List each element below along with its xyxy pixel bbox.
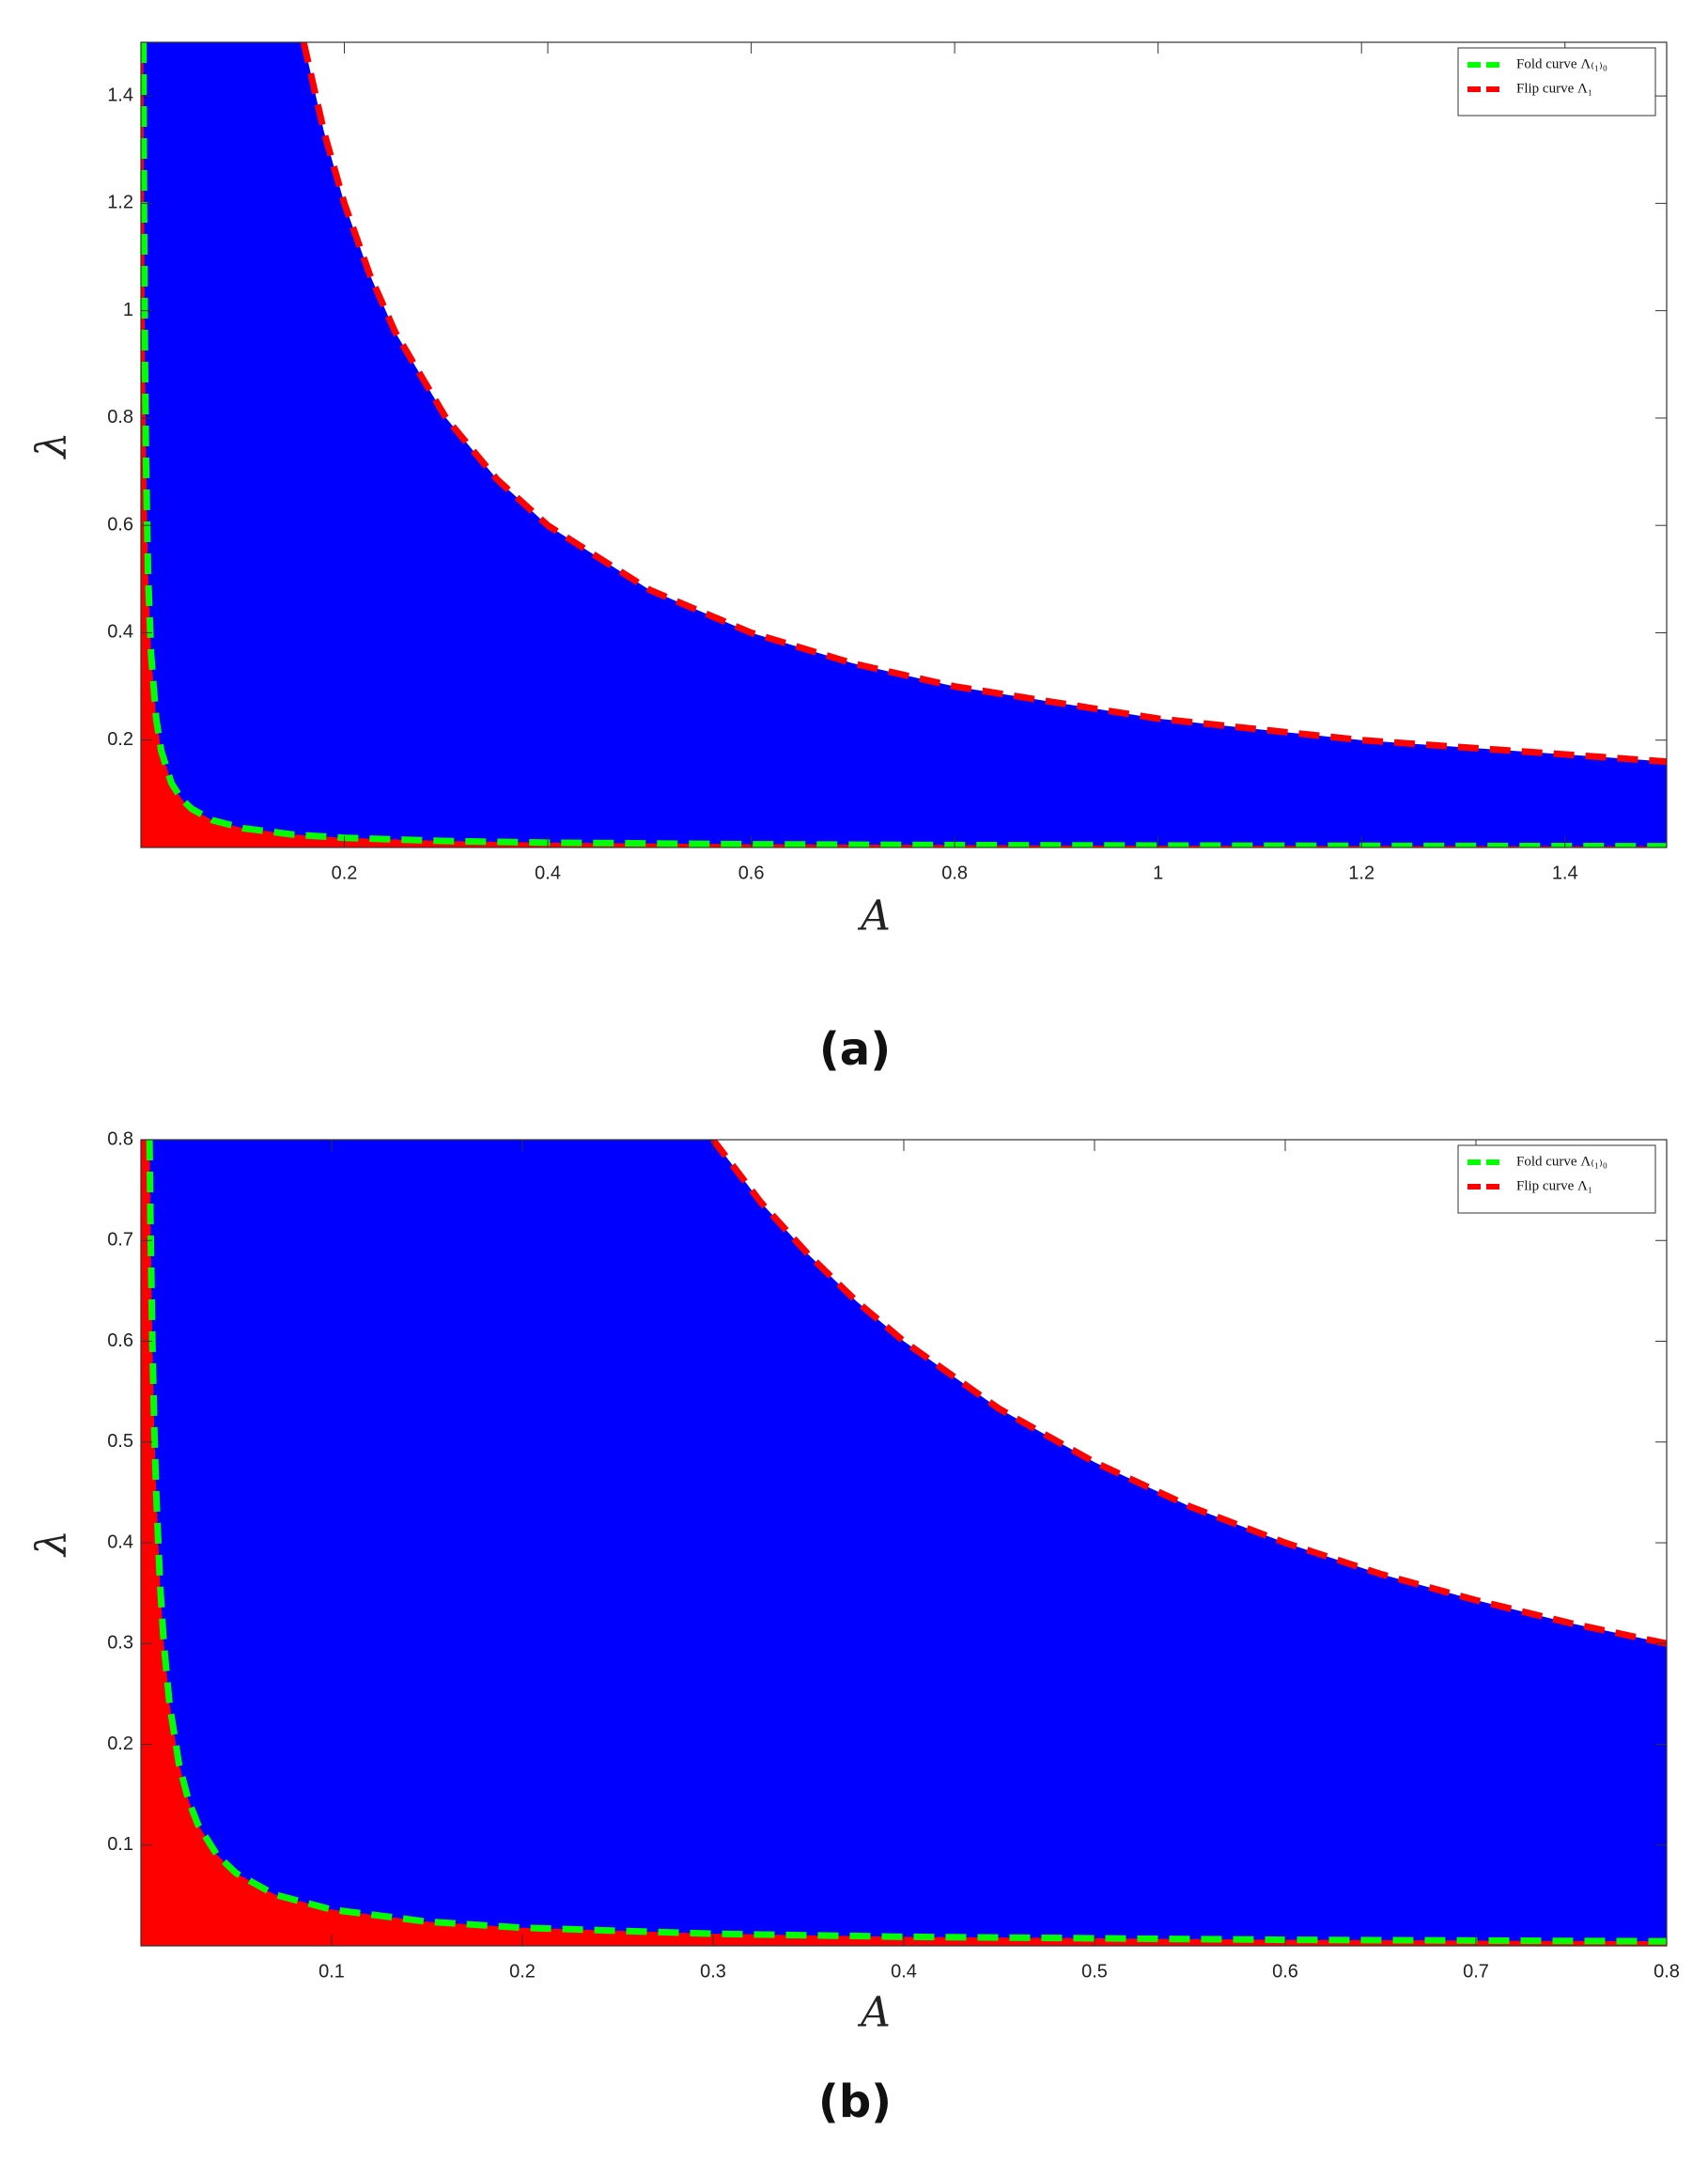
plot-area xyxy=(141,42,1667,847)
legend-box xyxy=(1457,1144,1656,1214)
curve xyxy=(141,42,1667,847)
x-tick-label: 0.4 xyxy=(535,863,561,883)
y-tick-label: 1.4 xyxy=(107,85,133,105)
caption: (b) xyxy=(818,2076,892,2128)
y-tick-label: 0.8 xyxy=(107,407,133,428)
x-tick-label: 0.4 xyxy=(891,1961,917,1982)
caption: (a) xyxy=(819,1023,891,1076)
chart: 0.2 0.4 0.6 0.8 1 1.2 1.4 0.2 0.4 0.6 0.8 1 1.2 1.4 Aλ… xyxy=(28,41,1668,1076)
y-tick-label: 0.6 xyxy=(107,514,133,535)
y-tick-label: 0.1 xyxy=(107,1834,133,1855)
plot-area xyxy=(141,1140,1667,1946)
curve xyxy=(710,1140,1667,1647)
x-tick-label: 0.2 xyxy=(509,1961,536,1982)
legend-box xyxy=(1457,47,1656,117)
x-tick-label: 0.2 xyxy=(332,863,358,883)
chart: 0.1 0.2 0.3 0.4 0.5 0.6 0.7 0.8 0.1 0.2 0.3 0.4 0.5 0… xyxy=(28,1128,1680,2128)
y-tick-label: 0.2 xyxy=(107,1734,133,1754)
y-axis-label: λ xyxy=(28,1530,76,1558)
curve xyxy=(300,42,1667,766)
legend-label: Fold curve Λ₍₁₎₀ xyxy=(1516,56,1607,71)
legend-label: Fold curve Λ₍₁₎₀ xyxy=(1516,1154,1607,1169)
y-tick-label: 0.8 xyxy=(107,1128,133,1149)
x-tick-label: 1 xyxy=(1153,863,1163,883)
y-tick-label: 1.2 xyxy=(107,193,133,213)
region-fill xyxy=(141,1140,1667,1946)
y-tick-label: 0.6 xyxy=(107,1330,133,1351)
y-axis-label: λ xyxy=(28,432,76,460)
x-tick-label: 0.1 xyxy=(318,1961,345,1982)
region-fill xyxy=(141,42,1667,847)
legend-label: Flip curve Λ₁ xyxy=(1516,81,1592,96)
legend-label: Flip curve Λ₁ xyxy=(1516,1178,1592,1193)
y-tick-label: 0.4 xyxy=(107,1532,133,1552)
x-tick-label: 0.5 xyxy=(1081,1961,1108,1982)
x-tick-label: 0.8 xyxy=(1654,1961,1680,1982)
x-axis-label: A xyxy=(857,1989,891,2037)
x-tick-label: 0.6 xyxy=(1272,1961,1298,1982)
x-axis-label: A xyxy=(857,893,891,941)
x-tick-label: 0.6 xyxy=(738,863,765,883)
y-tick-label: 0.5 xyxy=(107,1431,133,1452)
y-tick-label: 0.3 xyxy=(107,1633,133,1654)
x-tick-label: 0.3 xyxy=(700,1961,726,1982)
x-tick-label: 1.2 xyxy=(1348,863,1374,883)
curve xyxy=(146,1140,1667,1945)
y-tick-label: 0.4 xyxy=(107,622,133,643)
axes-box xyxy=(140,41,1668,848)
y-tick-label: 1 xyxy=(123,300,133,320)
x-tick-label: 1.4 xyxy=(1552,863,1578,883)
x-tick-label: 0.7 xyxy=(1463,1961,1489,1982)
y-tick-label: 0.7 xyxy=(107,1230,133,1251)
y-tick-label: 0.2 xyxy=(107,729,133,750)
x-tick-label: 0.8 xyxy=(941,863,968,883)
